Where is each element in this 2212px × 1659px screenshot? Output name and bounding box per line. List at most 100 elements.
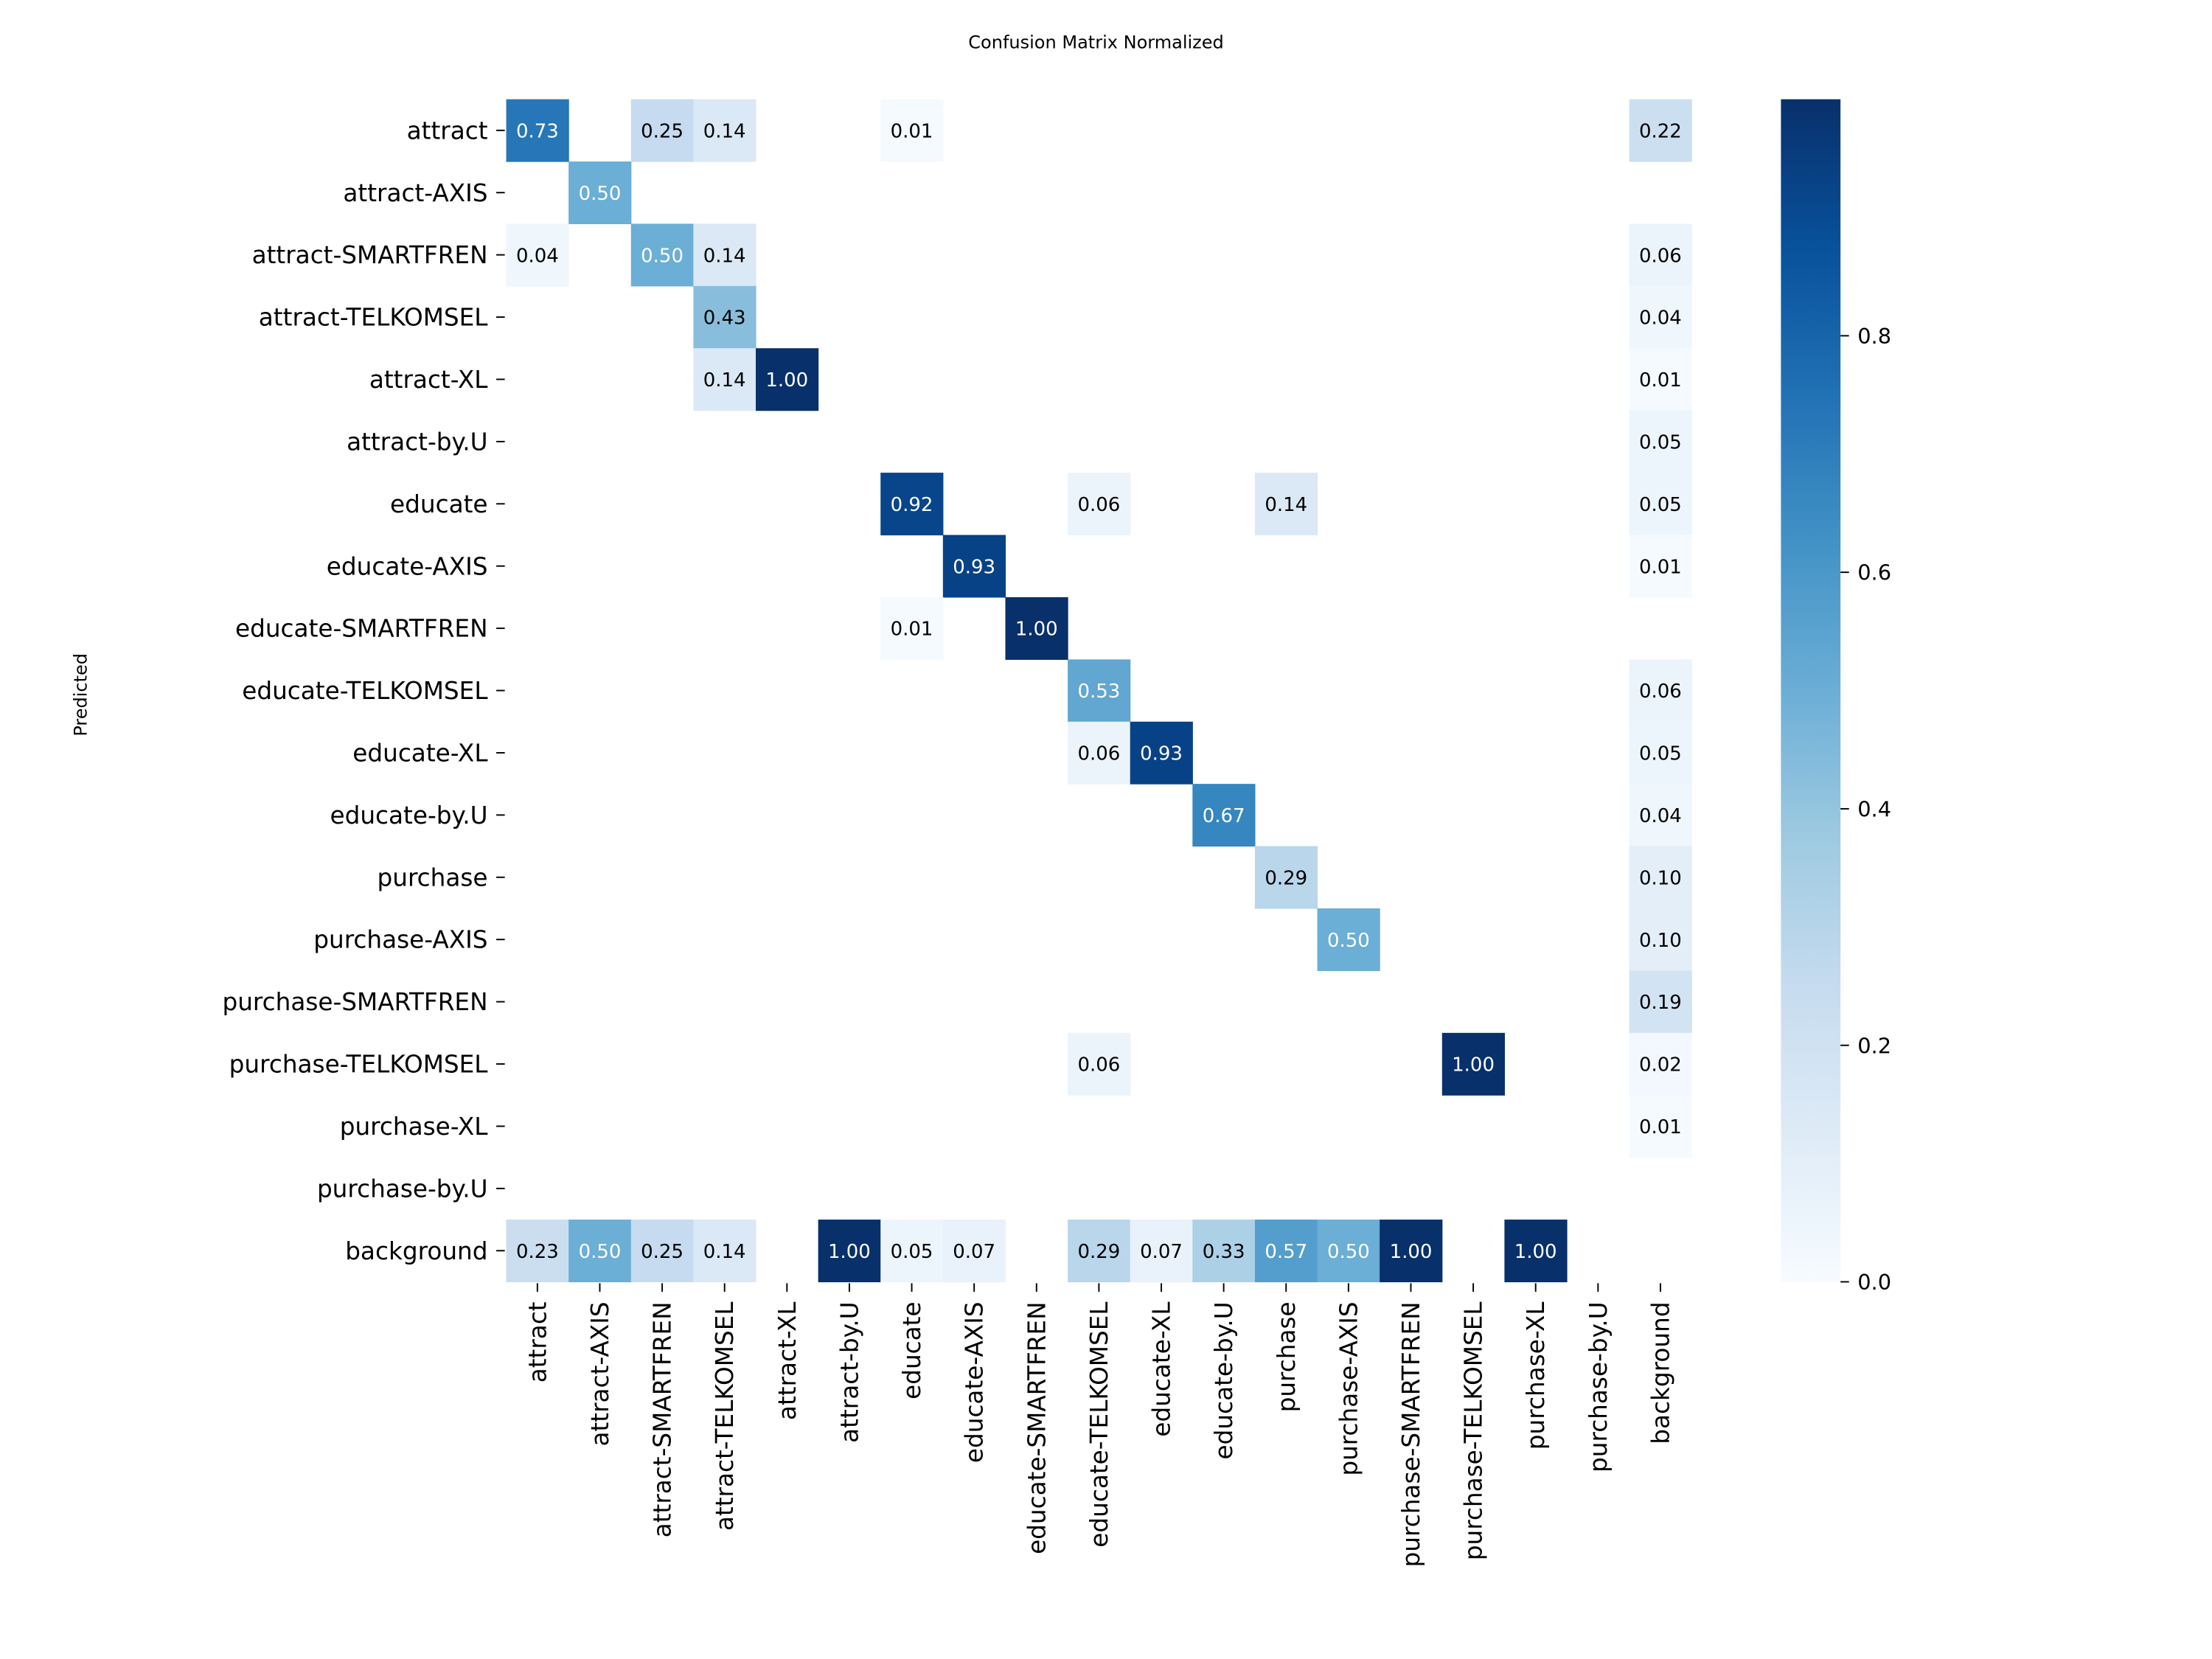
cell-value-label: 0.14: [1265, 494, 1307, 516]
heatmap-cell: [1504, 1220, 1568, 1283]
heatmap-cell: [1629, 223, 1692, 287]
heatmap-cell: [1254, 473, 1318, 536]
cell-value-label: 0.07: [953, 1241, 995, 1263]
heatmap-cells: 0.73 0.25 0.14 0.01 0.22 0.50 0.04 0.50 0.14 0.06…: [506, 99, 1692, 1283]
heatmap-cell: [1068, 659, 1131, 723]
y-tick-labels: attract attract-AXIS attract-SMARTFREN attr…: [222, 116, 505, 1265]
cell-value-label: 0.02: [1639, 1054, 1682, 1077]
colorbar-tick-label: 0.8: [1857, 324, 1891, 349]
cell-value-label: 0.14: [703, 120, 746, 142]
cell-value-label: 0.05: [891, 1241, 933, 1263]
cell-value-label: 0.50: [641, 245, 684, 267]
y-tick-label: educate-XL: [352, 739, 488, 767]
heatmap-cell: [1629, 535, 1692, 598]
y-tick-label: educate-SMARTFREN: [235, 615, 488, 643]
heatmap-cell: [1629, 410, 1692, 473]
heatmap-cell: [1629, 970, 1692, 1034]
y-tick-label: educate-AXIS: [327, 552, 488, 580]
cell-value-label: 0.06: [1077, 743, 1120, 765]
heatmap-cell: [880, 473, 944, 536]
x-tick-label: purchase-XL: [1522, 1301, 1550, 1450]
heatmap-cell: [506, 99, 569, 162]
heatmap-cell: [1068, 1032, 1131, 1096]
y-tick-label: purchase-XL: [340, 1113, 489, 1141]
x-tick-label: educate-by.U: [1210, 1301, 1238, 1459]
cell-value-label: 0.01: [891, 120, 933, 142]
heatmap-cell: [1068, 721, 1131, 785]
heatmap-cell: [1317, 908, 1380, 971]
cell-value-label: 0.04: [516, 245, 559, 267]
heatmap-cell: [630, 223, 694, 287]
heatmap-cell: [630, 1220, 694, 1283]
cell-value-label: 0.22: [1639, 120, 1682, 142]
heatmap-cell: [1192, 1220, 1256, 1283]
y-tick-label: educate: [390, 490, 488, 518]
x-tick-label: attract-SMARTFREN: [649, 1301, 677, 1537]
heatmap-cell: [1130, 721, 1193, 785]
cell-value-label: 0.06: [1639, 681, 1682, 703]
cell-value-label: 1.00: [765, 369, 808, 392]
heatmap-cell: [1068, 473, 1131, 536]
cell-value-label: 0.93: [953, 556, 995, 578]
cell-value-label: 0.92: [891, 494, 933, 516]
cell-value-label: 0.04: [1639, 307, 1682, 330]
cell-value-label: 0.50: [1327, 1241, 1370, 1263]
x-tick-label: educate-TELKOMSEL: [1085, 1301, 1113, 1548]
x-tick-label: attract-TELKOMSEL: [711, 1301, 739, 1531]
heatmap-cell: [1629, 784, 1692, 847]
cell-value-label: 0.06: [1077, 494, 1120, 516]
heatmap-cell: [1629, 1095, 1692, 1158]
x-tick-label: attract-AXIS: [586, 1301, 614, 1446]
heatmap-cell: [880, 99, 944, 162]
x-tick-label: purchase: [1273, 1301, 1301, 1412]
cell-value-label: 0.14: [703, 245, 746, 267]
y-tick-label: attract: [407, 116, 488, 145]
heatmap-cell: [1629, 348, 1692, 411]
cell-value-label: 0.14: [703, 1241, 746, 1263]
cell-value-label: 0.06: [1639, 245, 1682, 267]
heatmap-cell: [1254, 846, 1318, 909]
x-tick-label: purchase-TELKOMSEL: [1460, 1301, 1488, 1561]
y-tick-label: purchase-SMARTFREN: [222, 988, 487, 1016]
cell-value-label: 1.00: [1514, 1241, 1557, 1263]
cell-value-label: 0.50: [579, 1241, 622, 1263]
cell-value-label: 1.00: [1452, 1054, 1495, 1077]
x-tick-label: attract-by.U: [835, 1301, 863, 1442]
x-tick-labels: attract attract-AXIS attract-SMARTFREN attr…: [524, 1283, 1674, 1567]
cell-value-label: 0.01: [1639, 1116, 1682, 1138]
y-tick-label: attract-AXIS: [343, 179, 487, 207]
heatmap-cell: [880, 1220, 944, 1283]
heatmap-cell: [1192, 784, 1256, 847]
heatmap-cell: [568, 1220, 632, 1283]
cell-value-label: 1.00: [1390, 1241, 1433, 1263]
x-tick-label: educate-SMARTFREN: [1023, 1301, 1051, 1554]
cell-value-label: 0.29: [1077, 1241, 1120, 1263]
cell-value-label: 0.05: [1639, 494, 1682, 516]
y-tick-label: attract-XL: [369, 366, 488, 394]
colorbar-tick-label: 0.2: [1857, 1033, 1891, 1058]
heatmap-cell: [693, 348, 757, 411]
colorbar: 0.0 0.2 0.4 0.6 0.8: [1781, 99, 1891, 1295]
cell-value-label: 0.33: [1203, 1241, 1245, 1263]
cell-value-label: 0.29: [1265, 867, 1307, 889]
heatmap-cell: [1254, 1220, 1318, 1283]
cell-value-label: 0.43: [703, 307, 746, 330]
cell-value-label: 0.01: [1639, 369, 1682, 392]
cell-value-label: 0.01: [891, 619, 933, 641]
heatmap-cell: [756, 348, 819, 411]
x-tick-label: purchase-SMARTFREN: [1397, 1301, 1425, 1567]
x-tick-label: attract: [524, 1301, 552, 1382]
heatmap-cell: [1629, 285, 1692, 349]
cell-value-label: 0.53: [1077, 681, 1120, 703]
cell-value-label: 0.04: [1639, 805, 1682, 827]
cell-value-label: 1.00: [828, 1241, 871, 1263]
x-tick-label: educate-XL: [1148, 1301, 1176, 1437]
cell-value-label: 0.57: [1265, 1241, 1307, 1263]
y-axis-label: Predicted: [70, 653, 91, 737]
cell-value-label: 0.05: [1639, 743, 1682, 765]
heatmap-cell: [506, 1220, 569, 1283]
y-tick-label: attract-TELKOMSEL: [259, 304, 489, 332]
y-tick-label: educate-by.U: [330, 801, 487, 830]
